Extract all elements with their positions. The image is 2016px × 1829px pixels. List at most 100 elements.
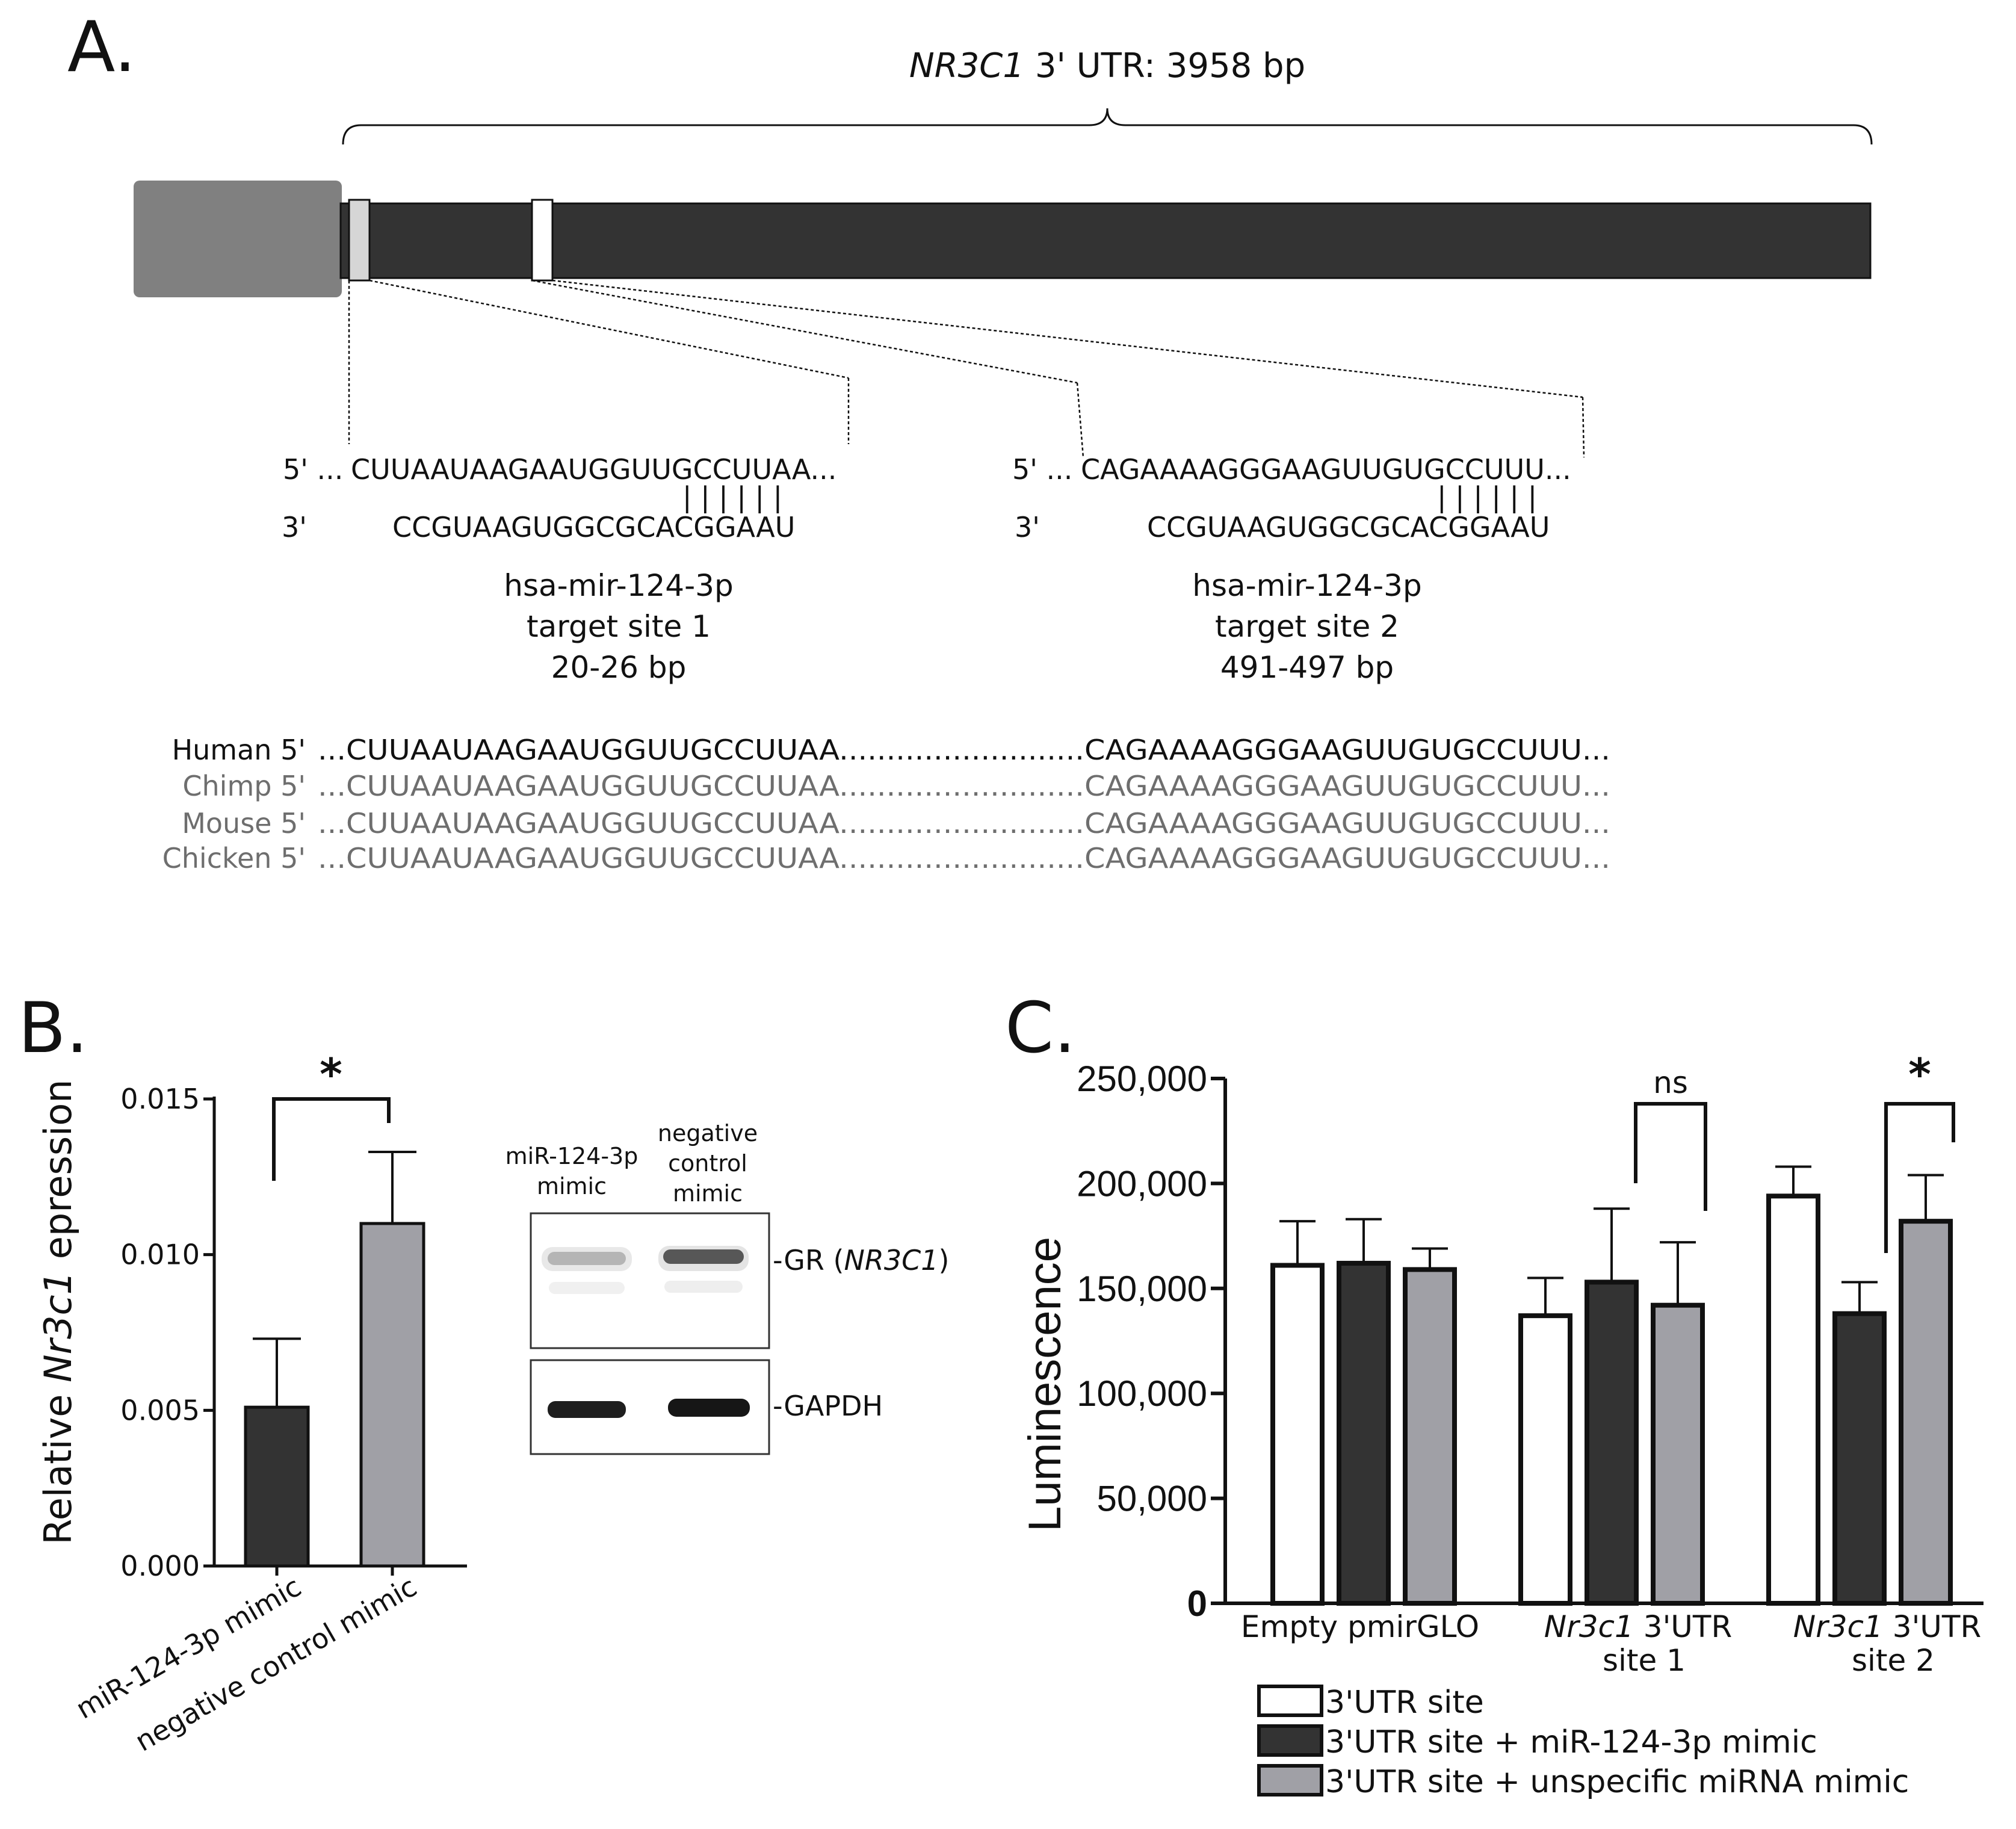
chart-c-sig-star: * — [1908, 1049, 1931, 1100]
panel-b-letter: B. — [18, 988, 88, 1069]
chart-c-bar — [1585, 1280, 1639, 1606]
site2-mirna-name: hsa-mir-124-3p — [1192, 568, 1421, 603]
chart-b-ylabel-pre: Relative — [36, 1382, 80, 1545]
legend-label-2: 3'UTR site + miR-124-3p mimic — [1325, 1724, 1817, 1760]
chart-b-ytick-label: 0.000 — [120, 1550, 200, 1582]
blot-label-gr-pre: -GR ( — [773, 1244, 844, 1277]
blot-band-gr-lane2 — [663, 1249, 744, 1264]
chart-c-ytick-label: 100,000 — [1077, 1373, 1207, 1414]
target-site-1-box — [348, 199, 371, 282]
species-name-human: Human 5' — [172, 734, 306, 766]
chart-c-ytick-label: 50,000 — [1096, 1479, 1207, 1519]
chart-c-bar — [1518, 1313, 1572, 1606]
cds-box — [134, 181, 342, 297]
chart-c-bar — [1403, 1267, 1457, 1606]
site1-pairing-bars: | | | | | | — [682, 481, 782, 514]
utr-title-rest: 3' UTR: 3958 bp — [1024, 46, 1305, 85]
chart-b-bar — [359, 1222, 425, 1568]
legend-swatch-2 — [1257, 1724, 1323, 1757]
target-site-2-box — [531, 199, 554, 282]
species-name-chicken: Chicken 5' — [162, 842, 306, 874]
blot-band-gapdh-lane1 — [548, 1401, 626, 1418]
panel-c: C. Luminescence 0 50,000 100,000 150,000 200… — [1005, 988, 1984, 1800]
legend-label-1: 3'UTR site — [1325, 1685, 1484, 1721]
chart-b-ytick-label: 0.005 — [120, 1394, 200, 1426]
chart-c-ytick-label: 250,000 — [1077, 1059, 1207, 1099]
utr-title: NR3C1 3' UTR: 3958 bp — [909, 46, 1305, 85]
blot-band-gapdh-lane2 — [668, 1399, 750, 1417]
site1-top-prefix: 5' ... — [283, 453, 343, 486]
utr-title-gene: NR3C1 — [909, 46, 1024, 85]
species-alignment: Human 5' ...CUUAAUAAGAAUGGUUGCCUUAA.....… — [162, 734, 1610, 874]
chart-c-bar — [1832, 1311, 1887, 1606]
blot-label-gr-post: ) — [939, 1244, 950, 1277]
site1-mirna-name: hsa-mir-124-3p — [504, 568, 733, 603]
species-seq-chimp: ...CUUAAUAAGAAUGGUUGCCUUAA..............… — [318, 770, 1610, 802]
chart-c-category-3-gene: Nr3c1 — [1793, 1609, 1883, 1644]
blot-lane2-label-l1: negative — [658, 1120, 758, 1147]
chart-c-legend: 3'UTR site 3'UTR site + miR-124-3p mimic… — [1257, 1685, 1909, 1800]
chart-c: 0 50,000 100,000 150,000 200,000 250,000 — [1077, 1059, 1984, 1624]
blot-band-gr-lane1 — [548, 1252, 626, 1265]
chart-b-ylabel-post: epression — [36, 1079, 80, 1271]
chart-c-ylabel: Luminescence — [1019, 1237, 1071, 1532]
blot-label-gr: -GR (NR3C1) — [773, 1244, 949, 1277]
chart-c-sig-bracket — [1884, 1102, 1955, 1253]
chart-c-category-3-line2: site 2 — [1852, 1643, 1935, 1678]
chart-c-category-2-line2: site 1 — [1603, 1643, 1686, 1678]
chart-b-ytick-label: 0.015 — [120, 1083, 200, 1115]
site2-bottom-prefix: 3' — [1015, 511, 1040, 543]
blot-lane1-label-l1: miR-124-3p — [506, 1143, 639, 1169]
site2-top-seq: CAGAAAAGGGAAGUUGUGCCUUU... — [1081, 453, 1571, 486]
blot-label-gapdh: -GAPDH — [773, 1390, 883, 1422]
zoom-lines — [348, 279, 1585, 458]
chart-c-bar — [1899, 1219, 1953, 1606]
western-blot: miR-124-3p mimic negative control mimic … — [506, 1120, 949, 1455]
blot-lane1-label-l2: mimic — [537, 1173, 607, 1199]
utr-brace — [342, 108, 1873, 145]
species-seq-human: ...CUUAAUAAGAAUGGUUGCCUUAA..............… — [318, 734, 1610, 766]
legend-swatch-1 — [1257, 1685, 1323, 1717]
site1-range: 20-26 bp — [551, 650, 687, 685]
species-seq-chicken: ...CUUAAUAAGAAUGGUUGCCUUAA..............… — [318, 842, 1610, 874]
panel-b: B. Relative Nr3c1 epression 0.000 0.005 0.… — [18, 988, 949, 1758]
blot-lane2-label-l3: mimic — [673, 1180, 743, 1207]
site1-site-label: target site 1 — [527, 609, 711, 644]
species-name-chimp: Chimp 5' — [182, 770, 306, 802]
panel-a: A. NR3C1 3' UTR: 3958 bp 5' ... CUUAAUAA… — [67, 7, 1873, 874]
blot-lane2-label-l2: control — [668, 1150, 747, 1177]
site2-range: 491-497 bp — [1220, 650, 1394, 685]
blot-label-gr-gene: NR3C1 — [844, 1244, 938, 1277]
site1-bottom-seq: CCGUAAGUGGCGCACGGAAU — [392, 511, 795, 543]
panel-a-letter: A. — [67, 7, 136, 88]
blot-band-gr-faint-2 — [664, 1281, 743, 1293]
chart-c-ns-bracket — [1634, 1102, 1707, 1211]
site1-bottom-prefix: 3' — [282, 511, 307, 543]
utr-bar — [339, 202, 1872, 279]
blot-band-gr-faint-1 — [549, 1282, 625, 1294]
chart-c-ytick-label: 200,000 — [1077, 1163, 1207, 1204]
chart-c-ns-label: ns — [1653, 1065, 1688, 1100]
species-seq-mouse: ...CUUAAUAAGAAUGGUUGCCUUAA..............… — [318, 807, 1610, 840]
chart-c-category-2: Nr3c1 3'UTR — [1544, 1609, 1732, 1644]
chart-c-category-3: Nr3c1 3'UTR — [1793, 1609, 1981, 1644]
chart-b-sig-bracket — [272, 1097, 391, 1181]
chart-c-category-2-rest: 3'UTR — [1634, 1609, 1732, 1644]
site2-bottom-seq: CCGUAAGUGGCGCACGGAAU — [1147, 511, 1550, 543]
chart-c-category-1: Empty pmirGLO — [1241, 1609, 1479, 1644]
chart-c-bar — [1766, 1193, 1820, 1606]
panel-c-letter: C. — [1005, 988, 1076, 1069]
chart-c-ytick-label: 150,000 — [1077, 1269, 1207, 1309]
site1-top-seq: CUUAAUAAGAAUGGUUGCCUUAA... — [351, 453, 836, 486]
chart-b-ylabel-gene: Nr3c1 — [36, 1271, 80, 1382]
chart-c-ytick-label: 0 — [1187, 1583, 1207, 1624]
chart-b-sig-star: * — [320, 1049, 342, 1100]
site2-site-label: target site 2 — [1215, 609, 1399, 644]
site2-pairing-bars: | | | | | | — [1437, 481, 1537, 514]
chart-c-category-3-rest: 3'UTR — [1883, 1609, 1981, 1644]
chart-b-bar — [244, 1405, 310, 1568]
species-name-mouse: Mouse 5' — [182, 807, 306, 840]
site2-top-prefix: 5' ... — [1012, 453, 1072, 486]
